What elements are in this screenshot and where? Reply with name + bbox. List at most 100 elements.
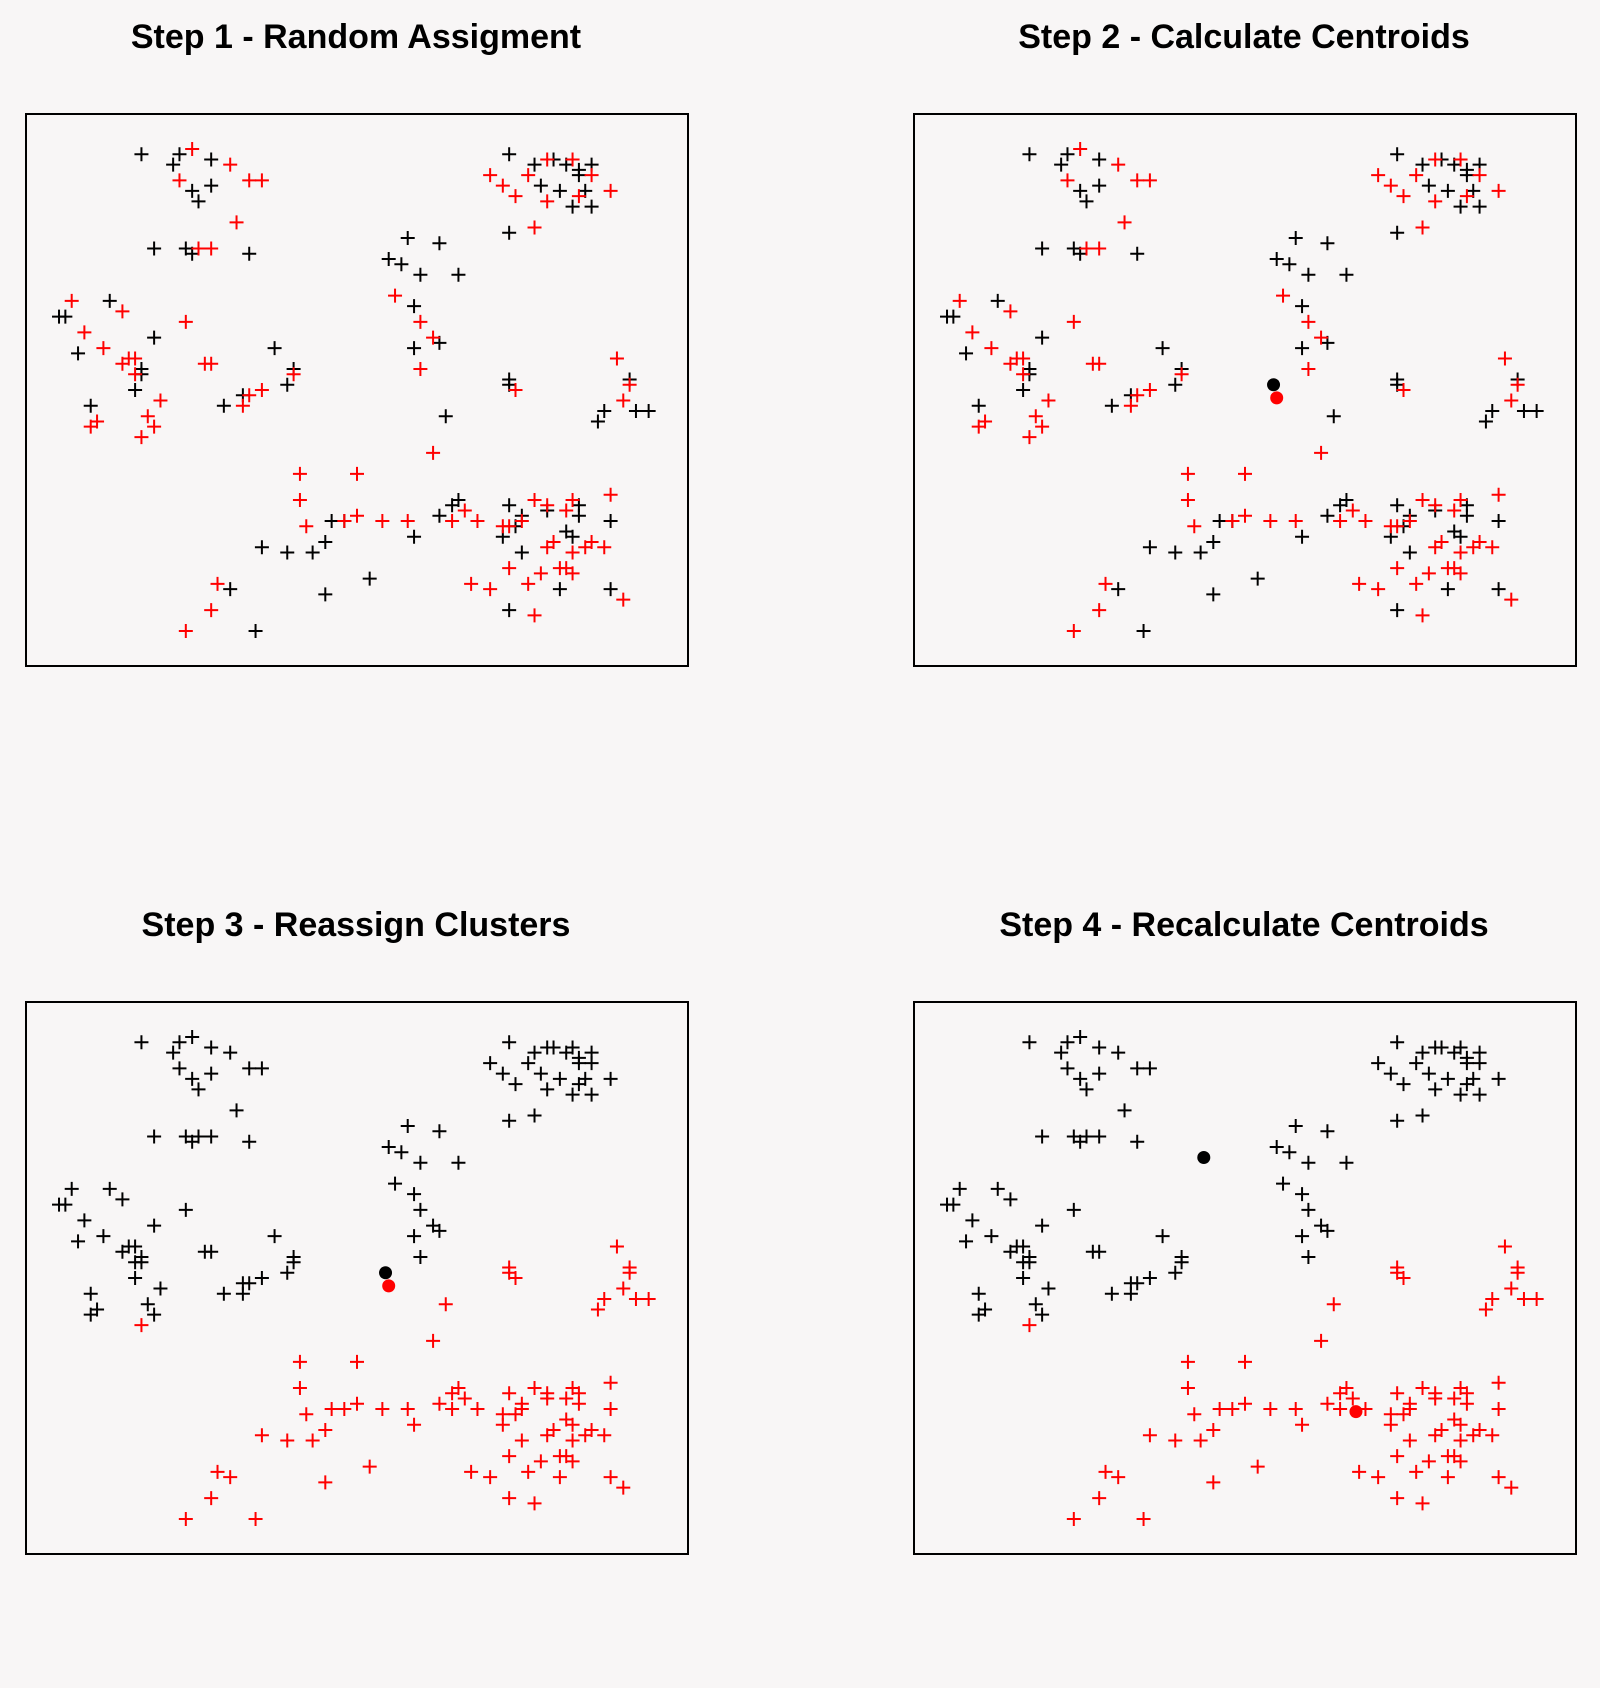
- data-point: [178, 624, 193, 639]
- data-point: [1428, 1082, 1443, 1097]
- data-point: [407, 529, 422, 544]
- data-point: [1339, 267, 1354, 282]
- data-point: [1472, 199, 1487, 214]
- centroid-black: [1267, 378, 1281, 392]
- data-point: [1092, 1129, 1107, 1144]
- data-point: [1193, 545, 1208, 560]
- data-point: [1485, 540, 1500, 555]
- data-point: [140, 1297, 155, 1312]
- data-point: [197, 356, 212, 371]
- data-point: [1079, 194, 1094, 209]
- data-point: [603, 183, 618, 198]
- data-point: [1022, 147, 1037, 162]
- data-point: [438, 409, 453, 424]
- scatter-plot: [25, 113, 689, 667]
- data-point: [185, 183, 200, 198]
- data-point: [521, 1464, 536, 1479]
- data-point: [204, 1066, 219, 1081]
- data-point: [1459, 189, 1474, 204]
- series-red: [64, 141, 637, 639]
- data-point: [1447, 503, 1462, 518]
- data-point: [388, 288, 403, 303]
- data-point: [1301, 1155, 1316, 1170]
- data-point: [1396, 383, 1411, 397]
- data-point: [540, 1082, 555, 1097]
- data-point: [940, 1197, 955, 1212]
- data-point: [280, 1433, 295, 1448]
- data-point: [1390, 603, 1405, 618]
- plot-frame: [913, 1001, 1577, 1555]
- data-point: [1130, 173, 1145, 188]
- data-point: [185, 1029, 200, 1044]
- data-point: [1288, 1402, 1303, 1416]
- data-point: [1402, 514, 1417, 528]
- data-point: [1415, 220, 1430, 235]
- data-point: [413, 362, 428, 377]
- data-point: [254, 1271, 269, 1285]
- data-point: [1022, 430, 1037, 445]
- data-point: [1491, 1470, 1506, 1485]
- data-point: [565, 1381, 580, 1396]
- scatter-plot: [25, 1001, 689, 1555]
- data-point: [1155, 341, 1170, 356]
- data-point: [1326, 409, 1341, 424]
- data-point: [1028, 409, 1043, 424]
- data-point: [350, 1396, 364, 1411]
- data-point: [1472, 168, 1487, 183]
- data-point: [1142, 1271, 1157, 1285]
- data-point: [584, 1056, 599, 1071]
- series-red: [1022, 1239, 1544, 1527]
- data-point: [299, 1407, 314, 1422]
- data-point: [71, 1234, 86, 1249]
- data-point: [1060, 1061, 1075, 1076]
- data-point: [1123, 1286, 1138, 1301]
- data-point: [407, 1229, 422, 1244]
- data-point: [1238, 1396, 1252, 1411]
- data-point: [445, 498, 460, 513]
- data-point: [508, 383, 523, 397]
- data-point: [254, 173, 269, 188]
- data-point: [172, 147, 187, 162]
- data-point: [1428, 1040, 1443, 1055]
- data-point: [1415, 493, 1430, 508]
- data-point: [1352, 1464, 1367, 1479]
- data-point: [565, 1433, 580, 1448]
- data-point: [407, 341, 422, 356]
- data-point: [1402, 1433, 1417, 1448]
- data-point: [565, 1454, 580, 1469]
- data-point: [533, 1454, 548, 1469]
- data-point: [1123, 398, 1138, 413]
- data-point: [1371, 168, 1386, 183]
- data-point: [546, 1422, 561, 1437]
- data-point: [1225, 1402, 1240, 1416]
- data-point: [407, 299, 422, 314]
- data-point: [204, 1040, 219, 1055]
- data-point: [52, 1197, 67, 1212]
- data-point: [1314, 445, 1329, 460]
- data-point: [1472, 1087, 1487, 1102]
- data-point: [641, 403, 656, 418]
- data-point: [1206, 534, 1221, 549]
- data-point: [1478, 1302, 1493, 1317]
- data-point: [1263, 514, 1278, 528]
- data-point: [1035, 1218, 1050, 1233]
- data-point: [413, 1155, 428, 1170]
- data-point: [254, 1428, 269, 1443]
- data-point: [1003, 1192, 1018, 1207]
- data-point: [527, 1045, 542, 1060]
- data-point: [96, 1229, 111, 1244]
- data-point: [603, 514, 618, 528]
- data-point: [565, 1087, 580, 1102]
- data-point: [400, 514, 415, 528]
- data-point: [1453, 199, 1468, 214]
- data-point: [1314, 1333, 1329, 1348]
- data-point: [1142, 540, 1157, 555]
- data-point: [229, 1103, 244, 1118]
- data-point: [71, 346, 86, 361]
- data-point: [128, 1271, 143, 1285]
- data-point: [584, 199, 599, 214]
- data-point: [952, 1181, 967, 1196]
- data-point: [1383, 178, 1398, 193]
- data-point: [1206, 1475, 1221, 1490]
- data-point: [1276, 288, 1291, 303]
